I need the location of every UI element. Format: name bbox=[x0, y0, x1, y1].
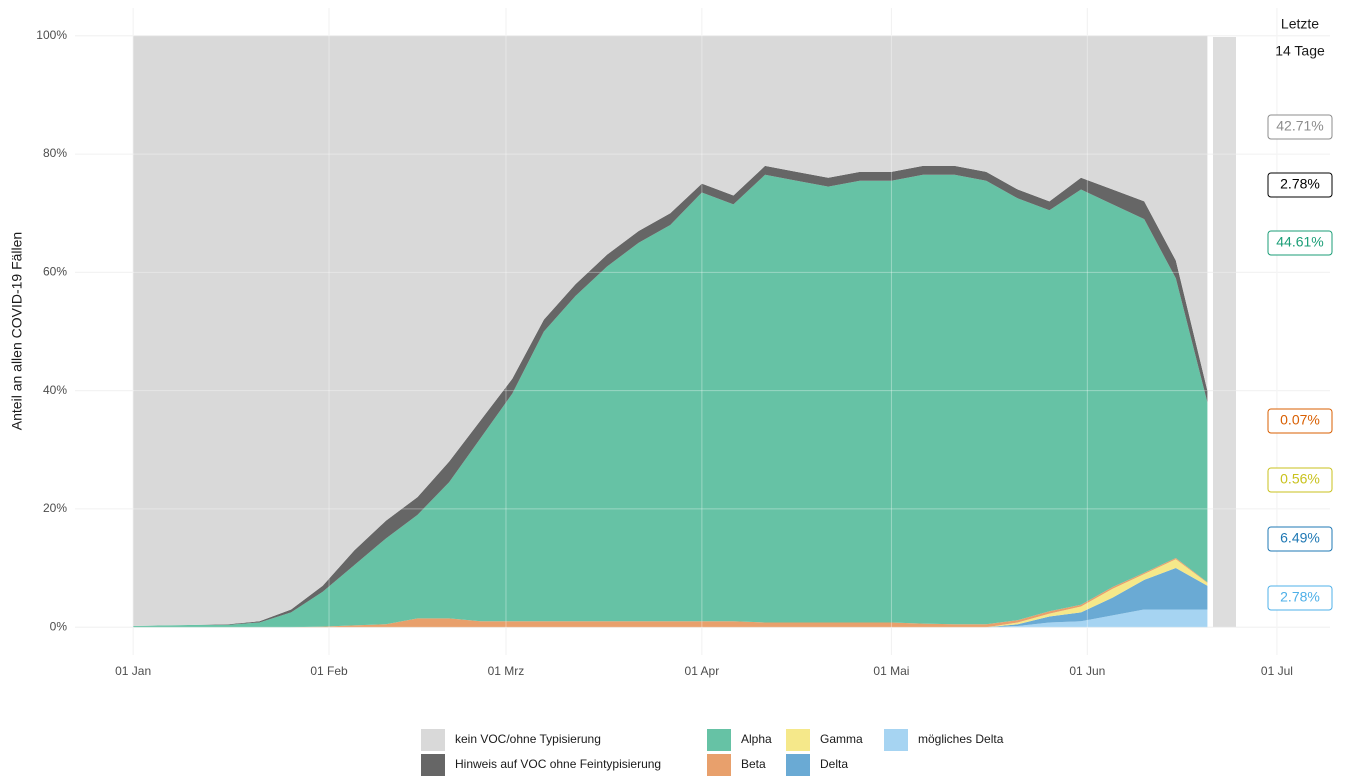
value-label: 0.07% bbox=[1280, 412, 1320, 428]
area bbox=[133, 35, 1208, 627]
legend-label: Gamma bbox=[820, 732, 863, 746]
y-axis-label: Anteil an allen COVID-19 Fällen bbox=[9, 232, 25, 430]
legend-label: Alpha bbox=[741, 732, 772, 746]
x-tick-label: 01 Mrz bbox=[488, 664, 525, 678]
x-tick-label: 01 Apr bbox=[685, 664, 720, 678]
legend-swatch bbox=[707, 729, 731, 751]
legend-label: Delta bbox=[820, 757, 848, 771]
legend-swatch bbox=[786, 754, 810, 776]
value-label-box bbox=[1267, 585, 1333, 611]
value-label-box bbox=[1267, 467, 1333, 493]
legend-swatch bbox=[421, 729, 445, 751]
y-tick-label: 40% bbox=[43, 383, 67, 397]
y-tick-label: 60% bbox=[43, 265, 67, 279]
x-tick-label: 01 Jul bbox=[1261, 664, 1293, 678]
legend-label: Hinweis auf VOC ohne Feintypisierung bbox=[455, 757, 661, 771]
area bbox=[133, 609, 1208, 628]
value-label-box bbox=[1267, 172, 1333, 198]
value-label-box bbox=[1267, 408, 1333, 434]
side-title: 14 Tage bbox=[1275, 43, 1325, 59]
value-label: 0.56% bbox=[1280, 471, 1320, 487]
legend-label: mögliches Delta bbox=[918, 732, 1004, 746]
y-tick-label: 20% bbox=[43, 501, 67, 515]
value-label: 6.49% bbox=[1280, 530, 1320, 546]
area bbox=[133, 174, 1208, 628]
y-tick-label: 100% bbox=[36, 28, 67, 42]
value-label: 2.78% bbox=[1280, 589, 1320, 605]
legend-swatch bbox=[786, 729, 810, 751]
value-label-box bbox=[1267, 230, 1333, 256]
area bbox=[133, 165, 1208, 627]
y-tick-label: 80% bbox=[43, 146, 67, 160]
x-tick-label: 01 Jan bbox=[115, 664, 151, 678]
y-tick-label: 0% bbox=[50, 619, 68, 633]
value-label-box bbox=[1267, 114, 1333, 140]
x-tick-label: 01 Mai bbox=[873, 664, 909, 678]
x-tick-label: 01 Feb bbox=[310, 664, 348, 678]
legend-swatch bbox=[884, 729, 908, 751]
value-label: 2.78% bbox=[1280, 176, 1320, 192]
legend-label: kein VOC/ohne Typisierung bbox=[455, 732, 601, 746]
legend-label: Beta bbox=[741, 757, 766, 771]
legend-swatch bbox=[421, 754, 445, 776]
value-label: 44.61% bbox=[1276, 234, 1323, 250]
legend-swatch bbox=[707, 754, 731, 776]
value-label-box bbox=[1267, 526, 1333, 552]
side-title: Letzte bbox=[1281, 16, 1319, 32]
value-label: 42.71% bbox=[1276, 118, 1323, 134]
x-tick-label: 01 Jun bbox=[1069, 664, 1105, 678]
last-14-days-panel bbox=[1213, 37, 1236, 627]
